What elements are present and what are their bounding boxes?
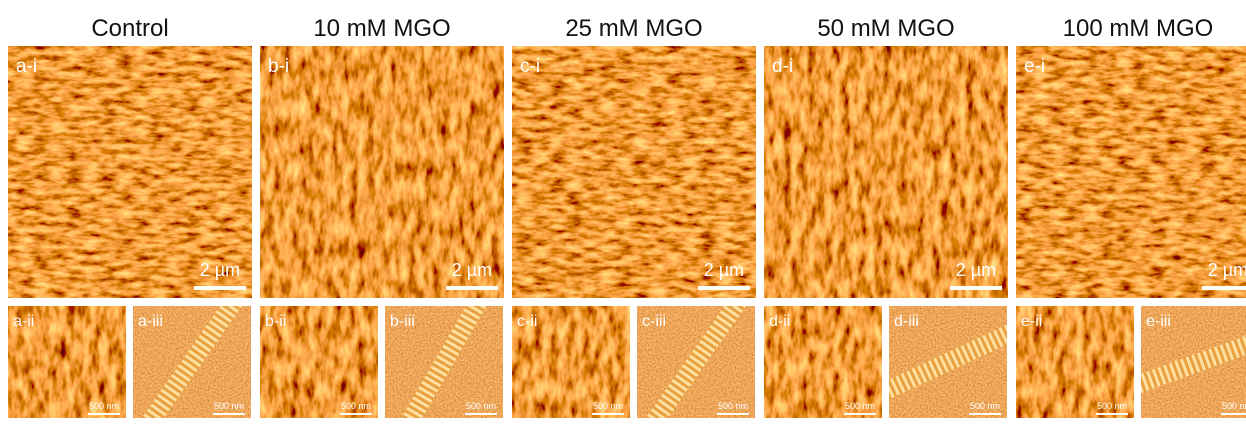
- column-title: 10 mM MGO: [313, 15, 450, 42]
- small-panel: c-ii 500 nm: [512, 306, 630, 418]
- column-title: 50 mM MGO: [817, 15, 954, 42]
- small-panel: d-ii 500 nm: [764, 306, 882, 418]
- panel-label: a-ii: [13, 313, 34, 330]
- scale-label: 500 nm: [341, 401, 371, 411]
- small-panel: a-iii 500 nm: [133, 283, 251, 424]
- panel-label: d-ii: [769, 313, 790, 330]
- scale-label: 500 nm: [970, 401, 1000, 411]
- panel-label: d-iii: [894, 313, 919, 330]
- column-title: 25 mM MGO: [565, 15, 702, 42]
- scale-label: 2 µm: [1208, 260, 1246, 280]
- column: Control a-i 2 µm a-ii 500 nm a-iii 500 nm: [8, 15, 252, 424]
- small-panel: a-ii 500 nm: [8, 306, 126, 418]
- column: 10 mM MGO b-i 2 µm b-ii 500 nm b-iii 500 nm: [260, 15, 504, 424]
- scale-label: 500 nm: [718, 401, 748, 411]
- small-panel: e-ii 500 nm: [1016, 306, 1134, 418]
- panel-label: b-i: [268, 56, 289, 77]
- panel-label: a-iii: [138, 313, 163, 330]
- column-title: Control: [91, 15, 168, 42]
- panel-label: c-i: [520, 56, 540, 77]
- scale-label: 500 nm: [845, 401, 875, 411]
- column: 100 mM MGO e-i 2 µm e-ii 500 nm e-iii 500 nm: [1016, 15, 1246, 418]
- small-panel: c-iii 500 nm: [637, 283, 755, 424]
- small-panel: b-iii 500 nm: [385, 280, 503, 424]
- figure: Controla-i2 µma-ii500 nma-iii500 nm10 mM…: [0, 0, 1246, 424]
- scale-label: 500 nm: [214, 401, 244, 411]
- scale-label: 500 nm: [1222, 401, 1246, 411]
- panel-label: e-ii: [1021, 313, 1042, 330]
- small-panel: b-ii 500 nm: [260, 306, 378, 418]
- panel-label: c-ii: [517, 313, 537, 330]
- panel-label: b-iii: [390, 313, 415, 330]
- scale-label: 2 µm: [452, 260, 492, 280]
- scale-label: 2 µm: [200, 260, 240, 280]
- panel-label: a-i: [16, 56, 37, 77]
- panel-label: e-i: [1024, 56, 1045, 77]
- small-panel: d-iii 500 nm: [863, 306, 1034, 418]
- scale-label: 500 nm: [593, 401, 623, 411]
- scale-label: 500 nm: [466, 401, 496, 411]
- column: 50 mM MGO d-i 2 µm d-ii 500 nm d-iii 500 nm: [764, 15, 1033, 418]
- panel-label: e-iii: [1146, 313, 1171, 330]
- scale-label: 2 µm: [704, 260, 744, 280]
- scale-label: 500 nm: [89, 401, 119, 411]
- column: 25 mM MGO c-i 2 µm c-ii 500 nm c-iii 500 nm: [512, 15, 756, 424]
- scale-label: 500 nm: [1097, 401, 1127, 411]
- panel-label: b-ii: [265, 313, 286, 330]
- scale-label: 2 µm: [956, 260, 996, 280]
- panel-label: d-i: [772, 56, 793, 77]
- column-title: 100 mM MGO: [1063, 15, 1214, 42]
- panel-label: c-iii: [642, 313, 666, 330]
